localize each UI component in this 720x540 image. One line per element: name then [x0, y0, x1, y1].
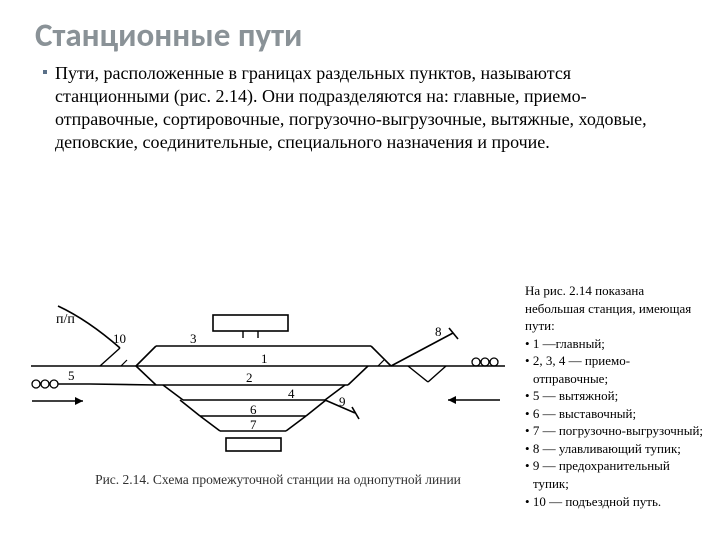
svg-text:8: 8 — [435, 324, 442, 339]
body-text-content: Пути, расположенные в границах раздельны… — [55, 63, 647, 152]
bullet-icon — [43, 70, 47, 74]
svg-text:10: 10 — [113, 331, 126, 346]
legend-item: • 5 — вытяжной; — [525, 387, 705, 405]
legend-item-text: 9 — предохранительный тупик; — [533, 458, 670, 491]
legend-item: • 6 — выставочный; — [525, 405, 705, 423]
legend-item: • 1 —главный; — [525, 335, 705, 353]
legend-item: • 8 — улавливающий тупик; — [525, 440, 705, 458]
legend-item: • 2, 3, 4 — приемо-отправочные; — [525, 352, 705, 387]
svg-text:5: 5 — [68, 368, 75, 383]
svg-text:6: 6 — [250, 402, 257, 417]
page-title: Станционные пути — [35, 15, 302, 55]
legend-item-text: 10 — подъездной путь. — [533, 494, 661, 509]
legend-item-text: 2, 3, 4 — приемо-отправочные; — [533, 353, 630, 386]
station-scheme-svg: п/п 5 10 3 1 2 4 6 7 9 8 — [28, 278, 508, 468]
svg-text:4: 4 — [288, 386, 295, 401]
svg-text:1: 1 — [261, 351, 268, 366]
figure-diagram: п/п 5 10 3 1 2 4 6 7 9 8 Рис. 2.14. Схем… — [28, 278, 508, 488]
legend-block: На рис. 2.14 показана небольшая станция,… — [525, 282, 705, 510]
legend-item: • 10 — подъездной путь. — [525, 493, 705, 511]
svg-text:2: 2 — [246, 370, 253, 385]
legend-item: • 9 — предохранительный тупик; — [525, 457, 705, 492]
legend-item-text: 1 —главный; — [533, 336, 605, 351]
svg-text:п/п: п/п — [56, 312, 75, 327]
legend-item-text: 6 — выставочный; — [533, 406, 636, 421]
legend-item-text: 7 — погрузочно-выгрузочный; — [533, 423, 703, 438]
legend-item-text: 5 — вытяжной; — [533, 388, 618, 403]
body-paragraph: Пути, расположенные в границах раздельны… — [55, 62, 655, 154]
svg-text:3: 3 — [190, 331, 197, 346]
legend-intro: На рис. 2.14 показана небольшая станция,… — [525, 282, 705, 335]
legend-item-text: 8 — улавливающий тупик; — [533, 441, 681, 456]
svg-text:9: 9 — [339, 394, 346, 409]
legend-item: • 7 — погрузочно-выгрузочный; — [525, 422, 705, 440]
figure-caption: Рис. 2.14. Схема промежуточной станции н… — [58, 472, 498, 488]
svg-text:7: 7 — [250, 417, 257, 432]
